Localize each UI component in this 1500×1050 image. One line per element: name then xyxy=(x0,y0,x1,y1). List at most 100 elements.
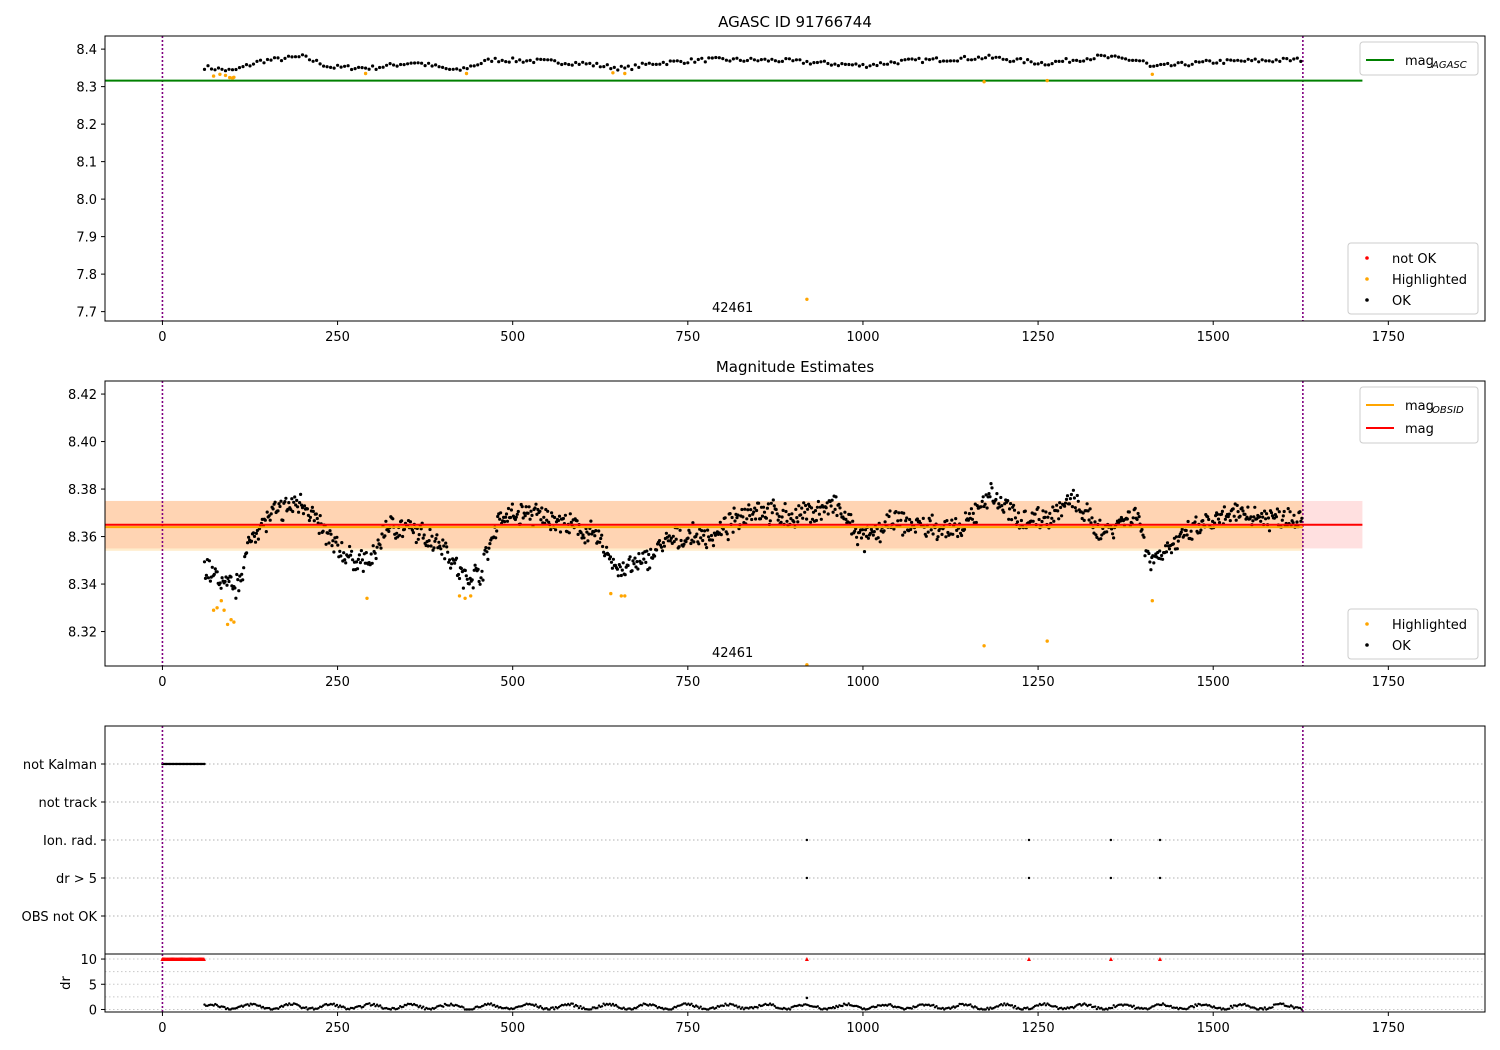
dr-clipped-marker xyxy=(201,957,206,962)
ok-point xyxy=(594,529,598,533)
ok-point xyxy=(1234,518,1238,522)
ok-point xyxy=(1047,63,1051,67)
ok-point xyxy=(454,556,459,560)
ok-point xyxy=(730,515,734,520)
ok-point xyxy=(456,572,461,577)
ok-point xyxy=(959,56,963,60)
ok-point xyxy=(395,531,399,535)
y-tick-label: 8.4 xyxy=(76,43,97,58)
flag-point xyxy=(1027,838,1031,842)
dr-point xyxy=(579,1005,582,1008)
flag-row-label: not track xyxy=(38,796,97,811)
ok-point xyxy=(1187,64,1191,68)
ok-point xyxy=(461,586,465,590)
ok-point xyxy=(847,62,851,67)
ok-point xyxy=(930,513,934,517)
highlighted-point xyxy=(218,72,222,77)
plot-background xyxy=(105,726,1485,1012)
ok-point xyxy=(1253,57,1257,61)
ok-point xyxy=(747,503,751,507)
ok-point xyxy=(899,518,903,522)
dr-point xyxy=(1041,1003,1045,1006)
ok-point xyxy=(772,504,776,508)
y-tick-label: 0 xyxy=(89,1003,97,1018)
legend-label: mag xyxy=(1405,399,1434,414)
ok-point xyxy=(836,64,841,68)
ok-point xyxy=(888,509,892,513)
ok-point xyxy=(332,550,336,554)
dr-clipped-marker xyxy=(804,957,809,962)
dr-clipped-marker xyxy=(1108,957,1113,962)
ok-point xyxy=(582,536,586,540)
ok-point xyxy=(1190,537,1194,541)
ok-point xyxy=(220,576,224,580)
ok-point xyxy=(858,530,862,535)
dr-point xyxy=(493,1003,496,1007)
panel-1-marks xyxy=(105,36,1363,321)
highlighted-point xyxy=(1150,599,1155,603)
dr-point xyxy=(961,1002,964,1006)
dr-point xyxy=(258,1004,262,1007)
ok-point xyxy=(1082,59,1086,63)
dr-point xyxy=(671,1007,675,1010)
ok-point xyxy=(707,535,711,539)
ok-point xyxy=(488,542,492,546)
ok-point xyxy=(754,517,758,521)
ok-point xyxy=(804,503,808,508)
ok-point xyxy=(351,558,355,562)
ok-point xyxy=(453,561,457,565)
ok-point xyxy=(380,532,384,536)
ok-point xyxy=(1033,62,1037,66)
ok-point xyxy=(909,527,913,532)
highlighted-point xyxy=(1045,639,1049,643)
ok-point xyxy=(445,545,449,549)
ok-point xyxy=(640,561,644,565)
ok-point xyxy=(476,567,480,572)
ok-point xyxy=(917,56,921,61)
dr-point xyxy=(699,1005,702,1008)
dr-point xyxy=(332,1002,336,1005)
ok-point xyxy=(520,505,524,509)
ok-point xyxy=(1292,57,1296,61)
ok-point xyxy=(664,531,669,535)
ok-point xyxy=(611,557,616,561)
ok-point xyxy=(633,556,637,560)
dr-point xyxy=(573,1005,576,1008)
ok-point xyxy=(241,65,245,69)
dr-point xyxy=(419,1004,422,1007)
ok-point xyxy=(568,512,572,516)
highlighted-point xyxy=(619,594,623,598)
ok-point xyxy=(339,554,343,558)
ok-point xyxy=(378,543,382,547)
x-tick-label: 1500 xyxy=(1197,330,1230,345)
ok-point xyxy=(853,529,857,533)
ok-point xyxy=(343,64,347,68)
ok-point xyxy=(703,60,707,64)
dr-point xyxy=(845,1004,849,1007)
ok-point xyxy=(215,570,219,574)
dr-point xyxy=(602,1002,605,1005)
ok-point xyxy=(525,59,529,63)
legend-label: mag xyxy=(1405,54,1434,69)
ok-point xyxy=(667,534,671,538)
dr-point xyxy=(1300,1008,1303,1011)
ok-point xyxy=(1286,507,1290,511)
ok-point xyxy=(616,574,620,578)
ok-point xyxy=(966,58,970,62)
ok-point xyxy=(830,498,834,502)
dr-point xyxy=(825,1008,829,1011)
ok-point xyxy=(416,61,420,65)
ok-point xyxy=(329,65,333,69)
dr-point xyxy=(1212,1005,1216,1008)
ok-point xyxy=(1246,505,1250,509)
ok-point xyxy=(379,546,383,550)
dr-point xyxy=(540,1006,544,1010)
ok-point xyxy=(822,59,827,63)
ok-point xyxy=(1288,510,1292,514)
ok-point xyxy=(1204,58,1208,63)
ok-point xyxy=(766,502,771,506)
ok-point xyxy=(1071,488,1075,492)
ok-point xyxy=(518,58,522,62)
ok-point xyxy=(598,540,602,544)
dr-point xyxy=(696,1005,699,1008)
